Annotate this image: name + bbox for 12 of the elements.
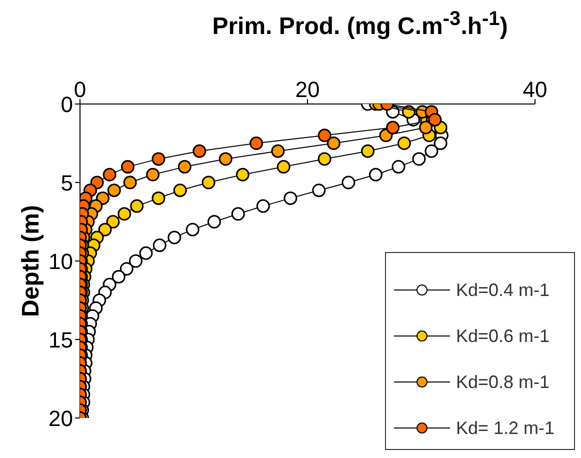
legend-label: Kd=0.4 m-1 (456, 280, 550, 300)
x-tick-label: 40 (522, 77, 548, 102)
y-tick-label: 5 (60, 170, 73, 196)
y-axis-title: Depth (m) (18, 205, 45, 317)
legend-label: Kd=0.8 m-1 (456, 372, 550, 392)
y-tick-label: 10 (48, 248, 73, 274)
chart-title: Prim. Prod. (mg C.m$^{-3}$.h$^{-1}$) (211, 8, 509, 41)
y-tick-label: 15 (48, 327, 73, 352)
y-tick-label: 20 (48, 406, 73, 431)
legend-label: Kd=0.6 m-1 (456, 326, 550, 346)
legend-label: Kd= 1.2 m-1 (456, 418, 555, 438)
x-tick-label: 20 (295, 77, 320, 102)
